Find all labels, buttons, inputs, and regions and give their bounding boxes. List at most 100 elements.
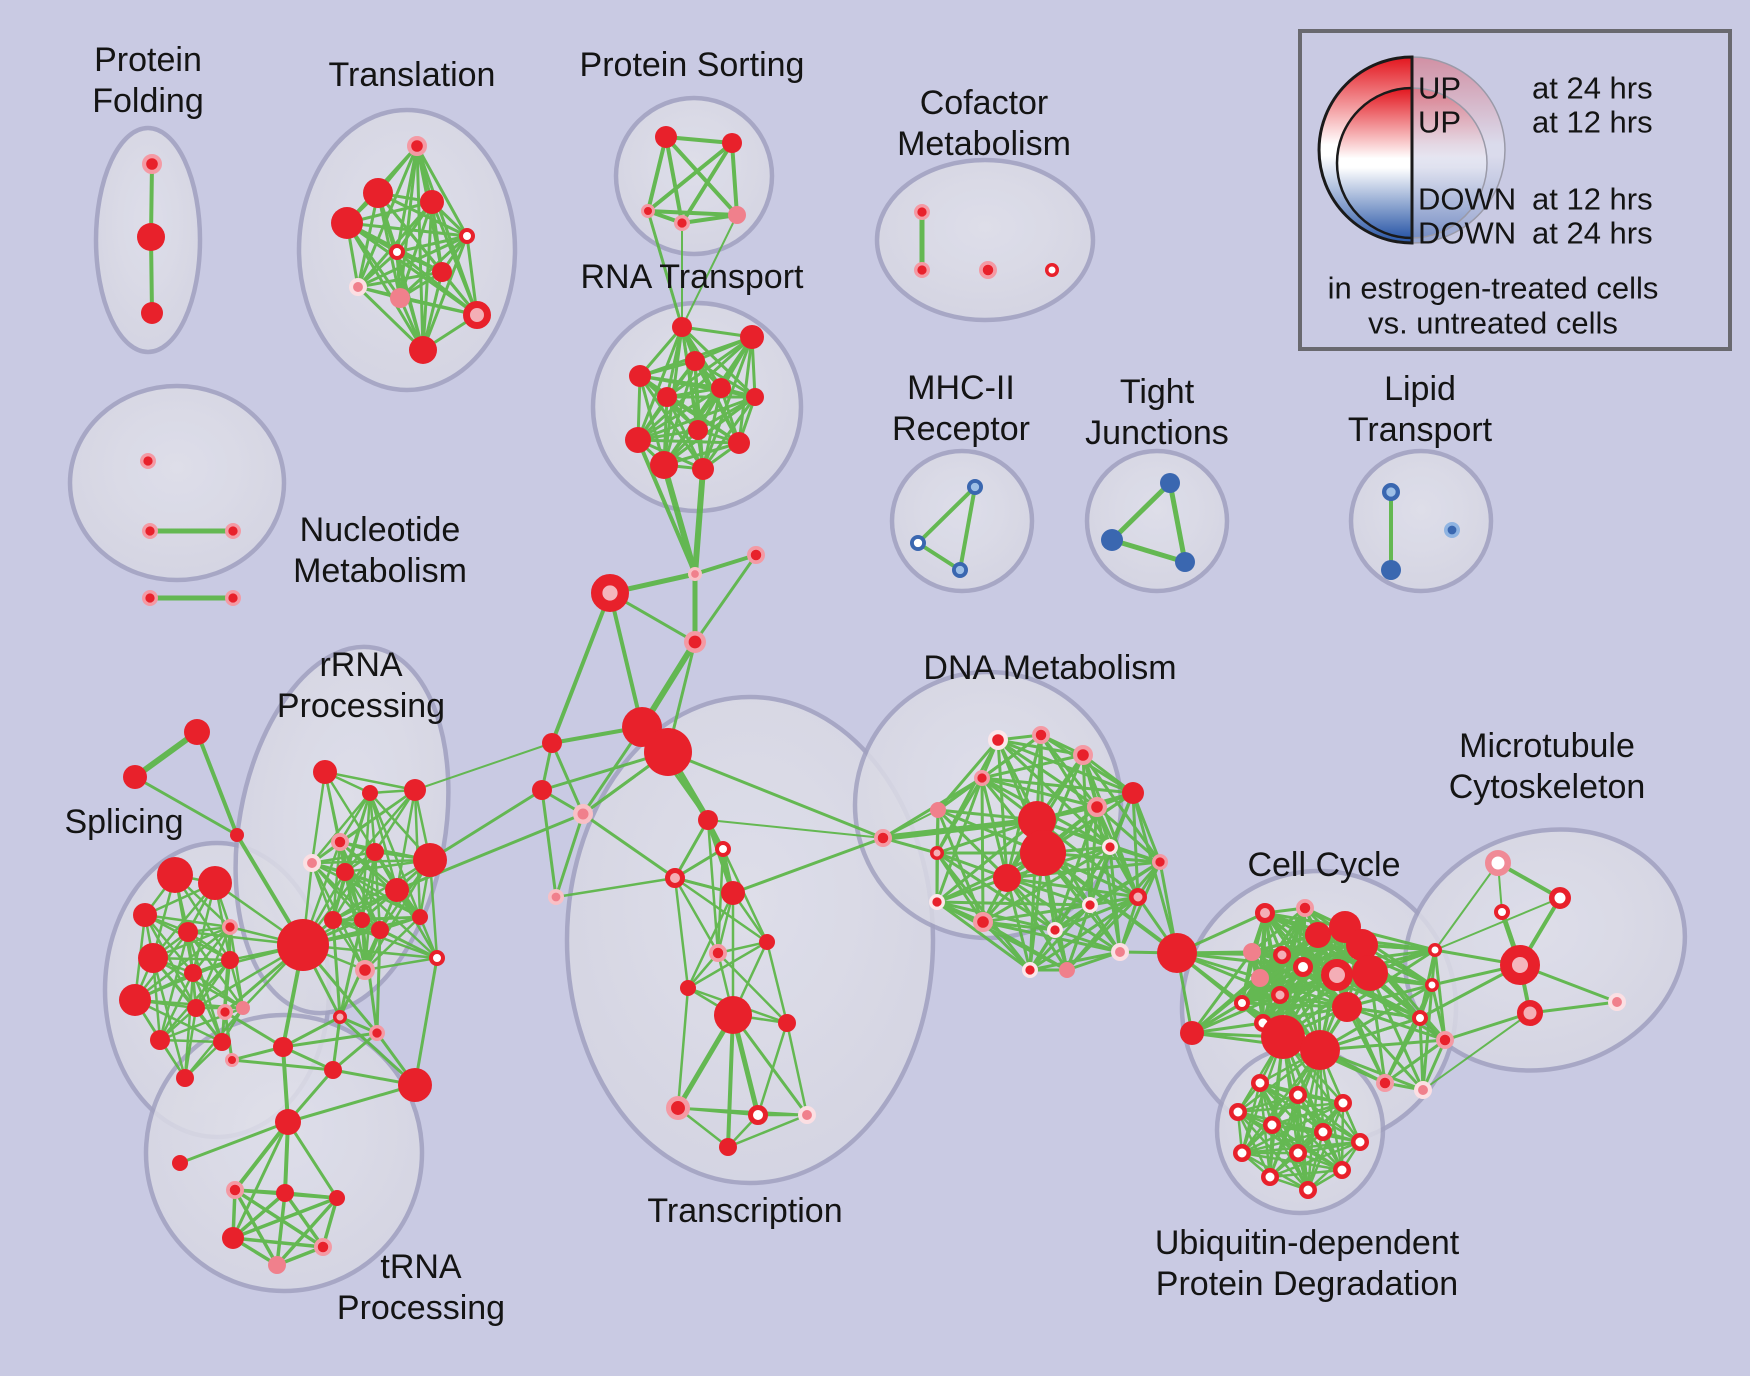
network-edge <box>554 876 677 899</box>
network-edge <box>1108 845 1140 899</box>
network-node <box>1376 1074 1395 1093</box>
network-edge <box>980 776 1135 795</box>
cluster-label-tight-junctions: Tight <box>1120 373 1195 411</box>
network-node <box>225 1181 244 1200</box>
network-edge <box>1039 733 1112 849</box>
network-edge <box>693 553 758 576</box>
network-edge <box>1190 993 1282 1035</box>
network-edge <box>980 753 1085 780</box>
legend-time-0: at 24 hrs <box>1532 71 1653 106</box>
network-node <box>224 589 241 606</box>
network-node <box>665 868 685 888</box>
network-node <box>1047 921 1064 938</box>
network-edge <box>428 788 544 862</box>
network-node <box>542 733 562 753</box>
cluster-label-protein-folding: Folding <box>92 82 204 120</box>
network-edge <box>378 928 439 960</box>
network-edge <box>1131 791 1179 955</box>
cluster-ellipse-mhc-ii-receptor <box>889 448 1035 594</box>
network-edge <box>363 858 432 972</box>
network-node <box>1332 992 1362 1022</box>
network-edge <box>228 925 245 1010</box>
network-edge <box>415 144 469 238</box>
network-node <box>987 729 1008 750</box>
network-edge <box>1039 733 1099 809</box>
network-edge <box>375 928 382 1035</box>
network-edge <box>1167 480 1188 565</box>
network-node <box>176 1069 194 1087</box>
network-node <box>213 1033 231 1051</box>
network-node <box>404 779 426 801</box>
network-edge <box>421 234 469 352</box>
network-node <box>1382 483 1401 502</box>
network-edge <box>310 770 327 865</box>
network-edge <box>158 930 190 1042</box>
network-edge <box>133 958 232 1002</box>
network-edge <box>323 770 417 792</box>
network-node <box>141 302 163 324</box>
network-edge <box>1270 1123 1310 1192</box>
network-node <box>1045 263 1059 277</box>
network-node <box>1305 922 1331 948</box>
legend-direction-1: UP <box>1418 105 1461 140</box>
cluster-label-cofactor-metabolism: Metabolism <box>897 125 1071 163</box>
network-node <box>1300 1030 1340 1070</box>
network-node <box>1271 986 1289 1004</box>
network-node <box>625 427 651 453</box>
network-node <box>224 522 241 539</box>
network-node <box>683 630 706 653</box>
network-edge <box>1434 897 1561 951</box>
network-node <box>172 1155 188 1171</box>
network-node <box>368 1025 385 1042</box>
network-node <box>1261 1168 1279 1186</box>
network-edge <box>1383 1016 1422 1085</box>
network-node <box>362 785 378 801</box>
legend-ring-half <box>1335 86 1414 240</box>
network-edge <box>356 144 419 289</box>
network-edge <box>646 135 668 213</box>
network-node <box>1086 796 1107 817</box>
network-edge <box>345 221 425 352</box>
network-node <box>432 262 452 282</box>
network-edge <box>554 812 585 899</box>
network-edge <box>636 438 741 445</box>
network-edge <box>1268 1093 1300 1179</box>
network-node <box>972 911 993 932</box>
network-node <box>715 841 731 857</box>
network-node <box>407 136 428 157</box>
network-node <box>1296 899 1315 918</box>
network-node <box>1299 1181 1317 1199</box>
network-edge <box>1250 906 1307 954</box>
network-node <box>302 854 321 873</box>
network-edge <box>726 1013 735 1149</box>
network-node <box>1494 904 1510 920</box>
network-edge <box>661 462 698 577</box>
network-edge <box>413 956 439 1087</box>
network-node <box>216 1003 233 1020</box>
network-node <box>1157 933 1197 973</box>
network-edge <box>1190 950 1254 1035</box>
network-node <box>778 1014 796 1032</box>
legend-note-line: in estrogen-treated cells <box>1328 271 1659 306</box>
network-node <box>1412 1010 1428 1026</box>
cluster-label-trna-processing: tRNA <box>380 1248 462 1286</box>
cluster-label-trna-processing: Processing <box>337 1289 505 1327</box>
network-edge <box>1306 1101 1345 1192</box>
network-edge <box>183 1006 198 1080</box>
network-edge <box>1041 851 1179 955</box>
network-edge <box>646 141 734 213</box>
network-node <box>547 888 564 905</box>
network-edge <box>981 920 1032 972</box>
network-node <box>187 999 205 1017</box>
network-edge <box>636 395 757 442</box>
network-node <box>412 909 428 925</box>
network-edge <box>373 788 417 854</box>
network-node <box>722 133 742 153</box>
network-edge <box>231 1191 287 1240</box>
network-edge <box>1270 1101 1345 1127</box>
network-edge <box>151 956 187 1080</box>
legend-direction-0: UP <box>1418 71 1461 106</box>
network-edge <box>916 541 962 572</box>
network-edge <box>916 485 977 545</box>
network-node <box>966 479 983 496</box>
